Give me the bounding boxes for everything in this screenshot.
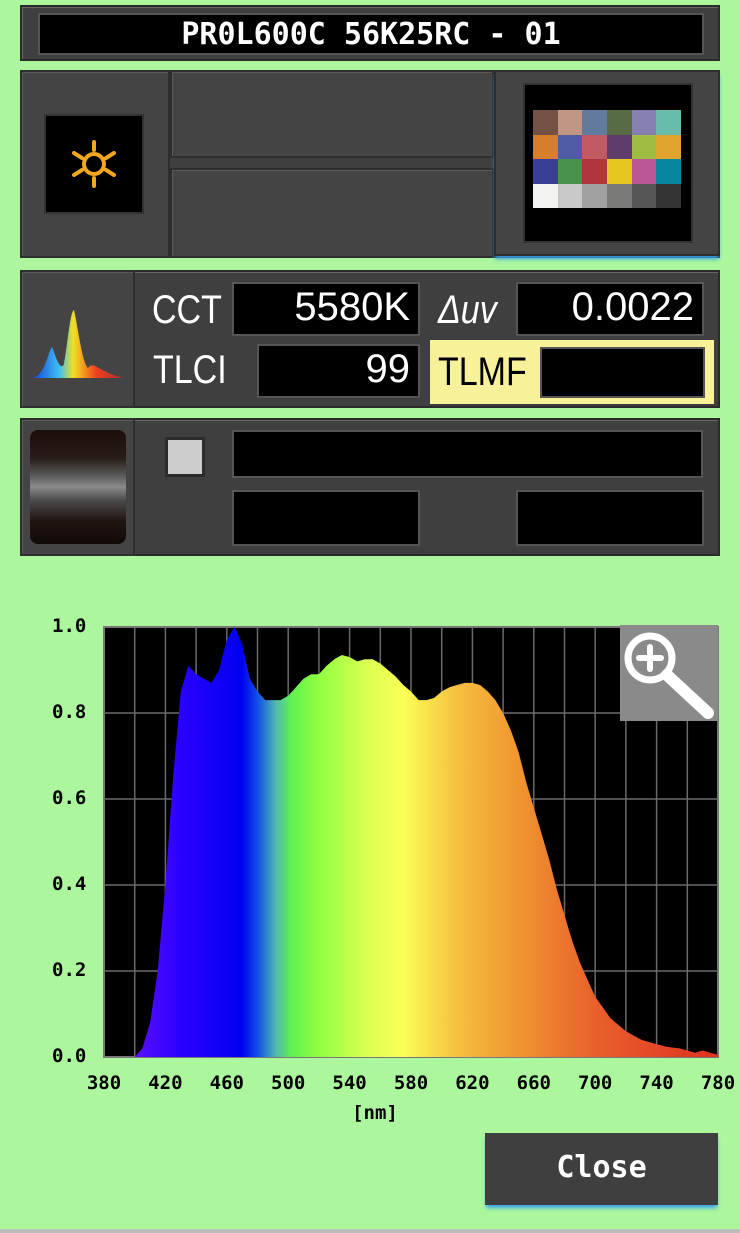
color-patch — [557, 183, 583, 208]
checkbox[interactable] — [165, 437, 205, 477]
x-tick-label: 420 — [148, 1072, 183, 1094]
setting-field-right — [516, 490, 704, 546]
setting-field-wide — [232, 430, 703, 478]
x-tick-label: 740 — [639, 1072, 674, 1094]
y-tick-label: 0.0 — [52, 1045, 87, 1067]
duv-label: Δuv — [438, 288, 497, 332]
color-patch — [533, 134, 558, 159]
x-tick-label: 380 — [86, 1072, 122, 1094]
color-patch — [606, 159, 632, 184]
tlci-value-field: 99 — [257, 344, 420, 398]
close-button[interactable]: Close — [485, 1133, 718, 1205]
y-tick-label: 1.0 — [52, 615, 87, 637]
setting-field-left — [232, 490, 420, 546]
color-patch — [631, 134, 657, 159]
tlmf-label: TLMF — [438, 350, 527, 394]
tlmf-button[interactable]: TLMF — [430, 340, 714, 404]
color-patch — [656, 183, 681, 208]
color-patch — [631, 183, 657, 208]
color-patch — [606, 134, 632, 159]
spectrum-area — [104, 627, 718, 1057]
color-patch — [606, 110, 632, 135]
color-patch — [656, 134, 681, 159]
color-patch — [606, 183, 632, 208]
tlci-label: TLCI — [153, 348, 227, 392]
color-patch — [533, 159, 558, 184]
cct-value-field: 5580K — [232, 282, 420, 336]
cct-label: CCT — [152, 288, 222, 332]
color-patch — [533, 110, 558, 135]
x-tick-label: 460 — [209, 1072, 244, 1094]
color-patch — [557, 159, 583, 184]
bottom-border — [0, 1229, 740, 1233]
title-panel: PR0L600C 56K25RC - 01 — [20, 5, 720, 61]
tlmf-value-field — [540, 347, 705, 398]
sun-icon — [44, 114, 144, 214]
device-title: PR0L600C 56K25RC - 01 — [38, 13, 704, 55]
duv-value-field: 0.0022 — [516, 282, 704, 336]
info-field-2[interactable] — [170, 168, 494, 258]
zoom-in-button[interactable] — [620, 625, 718, 721]
info-field-1[interactable] — [170, 70, 494, 158]
color-checker-button[interactable] — [494, 70, 720, 256]
duv-value: 0.0022 — [571, 285, 694, 329]
x-tick-label: 700 — [578, 1072, 613, 1094]
x-tick-label: 540 — [332, 1072, 367, 1094]
color-patch — [656, 159, 681, 184]
y-tick-label: 0.6 — [52, 787, 87, 809]
x-tick-label: 500 — [271, 1072, 306, 1094]
color-patch — [582, 134, 607, 159]
spectrum-icon — [32, 310, 124, 378]
color-patch — [631, 159, 657, 184]
color-patch — [582, 183, 607, 208]
light-source-button[interactable] — [20, 70, 170, 258]
spectrum-button[interactable] — [20, 270, 135, 408]
color-patch — [656, 110, 681, 135]
x-tick-label: 780 — [700, 1072, 736, 1094]
color-patch — [557, 134, 583, 159]
color-checker-icon — [523, 83, 693, 243]
color-patch — [557, 110, 583, 135]
y-tick-label: 0.4 — [52, 873, 87, 895]
x-tick-label: 660 — [516, 1072, 551, 1094]
y-tick-label: 0.8 — [52, 701, 87, 723]
roller-icon — [30, 430, 126, 544]
color-patch — [631, 110, 657, 135]
cct-value: 5580K — [294, 285, 410, 329]
x-axis-label: [nm] — [352, 1102, 398, 1124]
tlci-value: 99 — [365, 347, 411, 391]
x-tick-label: 580 — [393, 1072, 429, 1094]
color-patch — [533, 183, 558, 208]
roller-button[interactable] — [20, 418, 135, 556]
zoom-in-icon — [624, 632, 714, 719]
y-tick-label: 0.2 — [52, 959, 87, 981]
color-patch — [582, 110, 607, 135]
x-tick-label: 620 — [455, 1072, 490, 1094]
color-patch — [582, 159, 607, 184]
